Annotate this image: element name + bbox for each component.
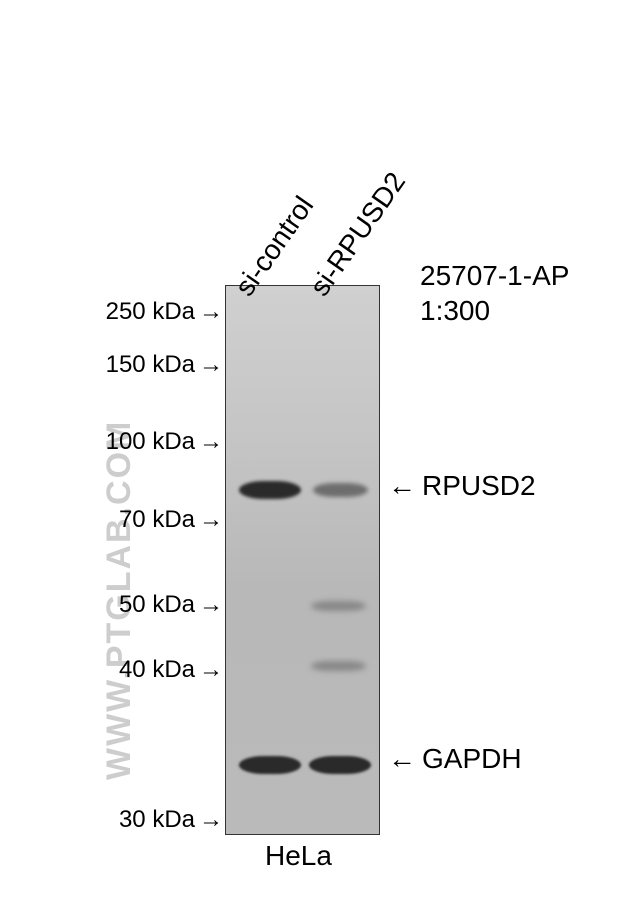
arrow-right-icon: →: [199, 430, 223, 454]
marker-50: 50 kDa →: [109, 591, 223, 619]
marker-text: 30 kDa: [109, 806, 195, 834]
arrow-right-icon: →: [199, 593, 223, 617]
marker-150: 150 kDa →: [95, 351, 223, 379]
antibody-id-label: 25707-1-AP: [420, 260, 569, 292]
band-rpusd2-si: [313, 483, 368, 497]
marker-70: 70 kDa →: [109, 506, 223, 534]
marker-30: 30 kDa →: [109, 806, 223, 834]
band-rpusd2-control: [239, 481, 301, 499]
faint-band-1: [311, 601, 366, 611]
marker-text: 50 kDa: [109, 591, 195, 619]
marker-text: 70 kDa: [109, 506, 195, 534]
band-label-gapdh: ← GAPDH: [388, 743, 522, 775]
cell-line-text: HeLa: [265, 840, 332, 871]
dilution-label: 1:300: [420, 295, 490, 327]
cell-line-label: HeLa: [265, 840, 332, 872]
arrow-right-icon: →: [199, 808, 223, 832]
arrow-right-icon: →: [199, 508, 223, 532]
band-label-text: GAPDH: [422, 743, 522, 775]
blot-membrane: [225, 285, 380, 835]
marker-100: 100 kDa →: [95, 428, 223, 456]
marker-text: 250 kDa: [95, 298, 195, 326]
band-gapdh-control: [239, 756, 301, 774]
lane-label-si-rpusd2: si-RPUSD2: [304, 166, 412, 302]
marker-text: 150 kDa: [95, 351, 195, 379]
figure-canvas: { "figure": { "width_px": 635, "height_p…: [0, 0, 635, 903]
band-label-rpusd2: ← RPUSD2: [388, 470, 536, 502]
arrow-right-icon: →: [199, 300, 223, 324]
band-gapdh-si: [309, 756, 371, 774]
marker-text: 100 kDa: [95, 428, 195, 456]
arrow-right-icon: →: [199, 353, 223, 377]
antibody-id-text: 25707-1-AP: [420, 260, 569, 291]
blot-background: [226, 286, 379, 834]
arrow-left-icon: ←: [388, 472, 416, 500]
marker-text: 40 kDa: [109, 656, 195, 684]
marker-250: 250 kDa →: [95, 298, 223, 326]
arrow-left-icon: ←: [388, 745, 416, 773]
faint-band-2: [311, 661, 366, 671]
lane-label-text: si-RPUSD2: [304, 166, 411, 301]
marker-40: 40 kDa →: [109, 656, 223, 684]
arrow-right-icon: →: [199, 658, 223, 682]
dilution-text: 1:300: [420, 295, 490, 326]
band-label-text: RPUSD2: [422, 470, 536, 502]
